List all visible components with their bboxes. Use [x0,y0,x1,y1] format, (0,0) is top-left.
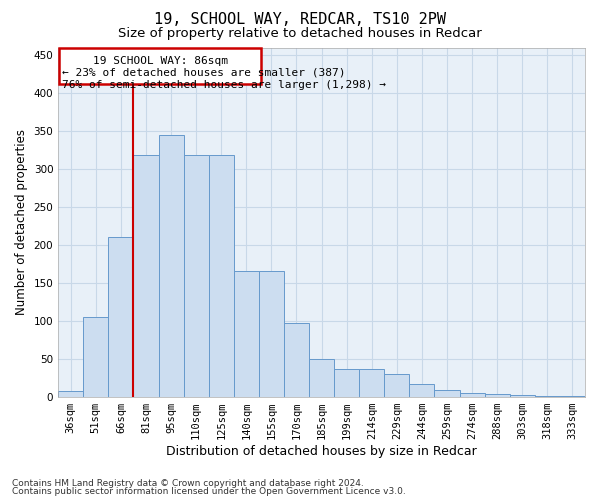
Bar [434,390,460,396]
Text: Contains HM Land Registry data © Crown copyright and database right 2024.: Contains HM Land Registry data © Crown c… [12,478,364,488]
X-axis label: Distribution of detached houses by size in Redcar: Distribution of detached houses by size … [166,444,477,458]
Bar [485,394,510,396]
Text: ← 23% of detached houses are smaller (387): ← 23% of detached houses are smaller (38… [62,67,346,77]
Text: 19 SCHOOL WAY: 86sqm: 19 SCHOOL WAY: 86sqm [92,56,227,66]
Bar [334,368,359,396]
Bar [510,395,535,396]
Bar [83,317,109,396]
Bar [234,272,259,396]
Bar [209,156,234,396]
Bar [284,323,309,396]
Bar [409,384,434,396]
FancyBboxPatch shape [59,48,262,84]
Bar [460,393,485,396]
Bar [133,156,158,396]
Bar [359,368,385,396]
Text: Size of property relative to detached houses in Redcar: Size of property relative to detached ho… [118,28,482,40]
Bar [58,392,83,396]
Text: 19, SCHOOL WAY, REDCAR, TS10 2PW: 19, SCHOOL WAY, REDCAR, TS10 2PW [154,12,446,28]
Bar [385,374,409,396]
Text: Contains public sector information licensed under the Open Government Licence v3: Contains public sector information licen… [12,487,406,496]
Y-axis label: Number of detached properties: Number of detached properties [15,129,28,315]
Bar [309,358,334,397]
Bar [109,237,133,396]
Bar [184,156,209,396]
Bar [259,272,284,396]
Bar [158,135,184,396]
Text: 76% of semi-detached houses are larger (1,298) →: 76% of semi-detached houses are larger (… [62,80,386,90]
